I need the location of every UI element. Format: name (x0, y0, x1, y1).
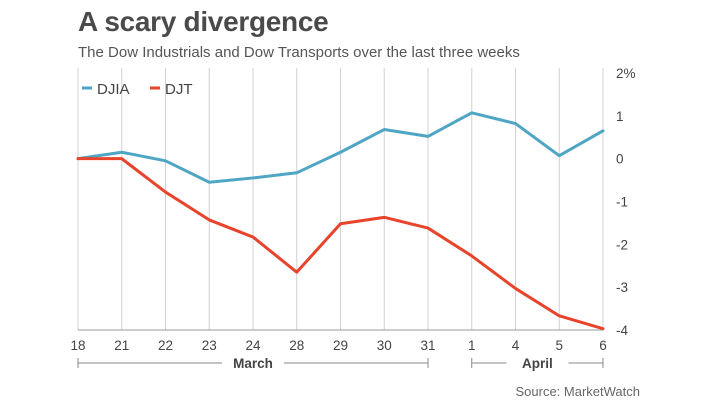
x-tick-label: 21 (114, 338, 129, 353)
x-tick-label: 6 (599, 338, 607, 353)
y-tick-label: 2% (616, 66, 636, 81)
y-tick-label: -1 (616, 195, 628, 210)
x-tick-label: 4 (512, 338, 520, 353)
legend-label-djt: DJT (165, 81, 193, 98)
month-label: March (233, 356, 273, 371)
y-tick-label: -2 (616, 237, 628, 252)
chart-subtitle: The Dow Industrials and Dow Transports o… (78, 44, 520, 61)
legend-label-djia: DJIA (97, 81, 130, 98)
x-tick-label: 31 (420, 338, 435, 353)
grid-lines (77, 68, 604, 330)
x-tick-label: 30 (377, 338, 392, 353)
x-tick-label: 18 (70, 338, 85, 353)
month-label: April (522, 356, 553, 371)
x-tick-label: 23 (202, 338, 217, 353)
axes: 2% 1 0 -1 -2 -3 -4 18 21 22 23 24 28 29 30 31 1 4 5 6 (70, 66, 635, 353)
x-tick-label: 29 (333, 338, 348, 353)
x-tick-label: 5 (555, 338, 563, 353)
x-tick-label: 24 (245, 338, 261, 353)
source-note: Source: MarketWatch (515, 384, 640, 399)
series-lines (76, 111, 605, 331)
legend: DJIA DJT (82, 81, 193, 98)
x-tick-label: 1 (468, 338, 476, 353)
x-tick-label: 22 (158, 338, 173, 353)
x-tick-label: 28 (289, 338, 304, 353)
series-line-djia (76, 111, 605, 184)
month-brackets: March April (77, 356, 604, 371)
y-tick-label: -4 (616, 323, 628, 338)
series-line-djt (76, 157, 605, 331)
y-tick-label: 0 (616, 152, 624, 167)
y-tick-label: -3 (616, 280, 628, 295)
y-tick-label: 1 (616, 109, 624, 124)
chart-title: A scary divergence (78, 6, 329, 37)
